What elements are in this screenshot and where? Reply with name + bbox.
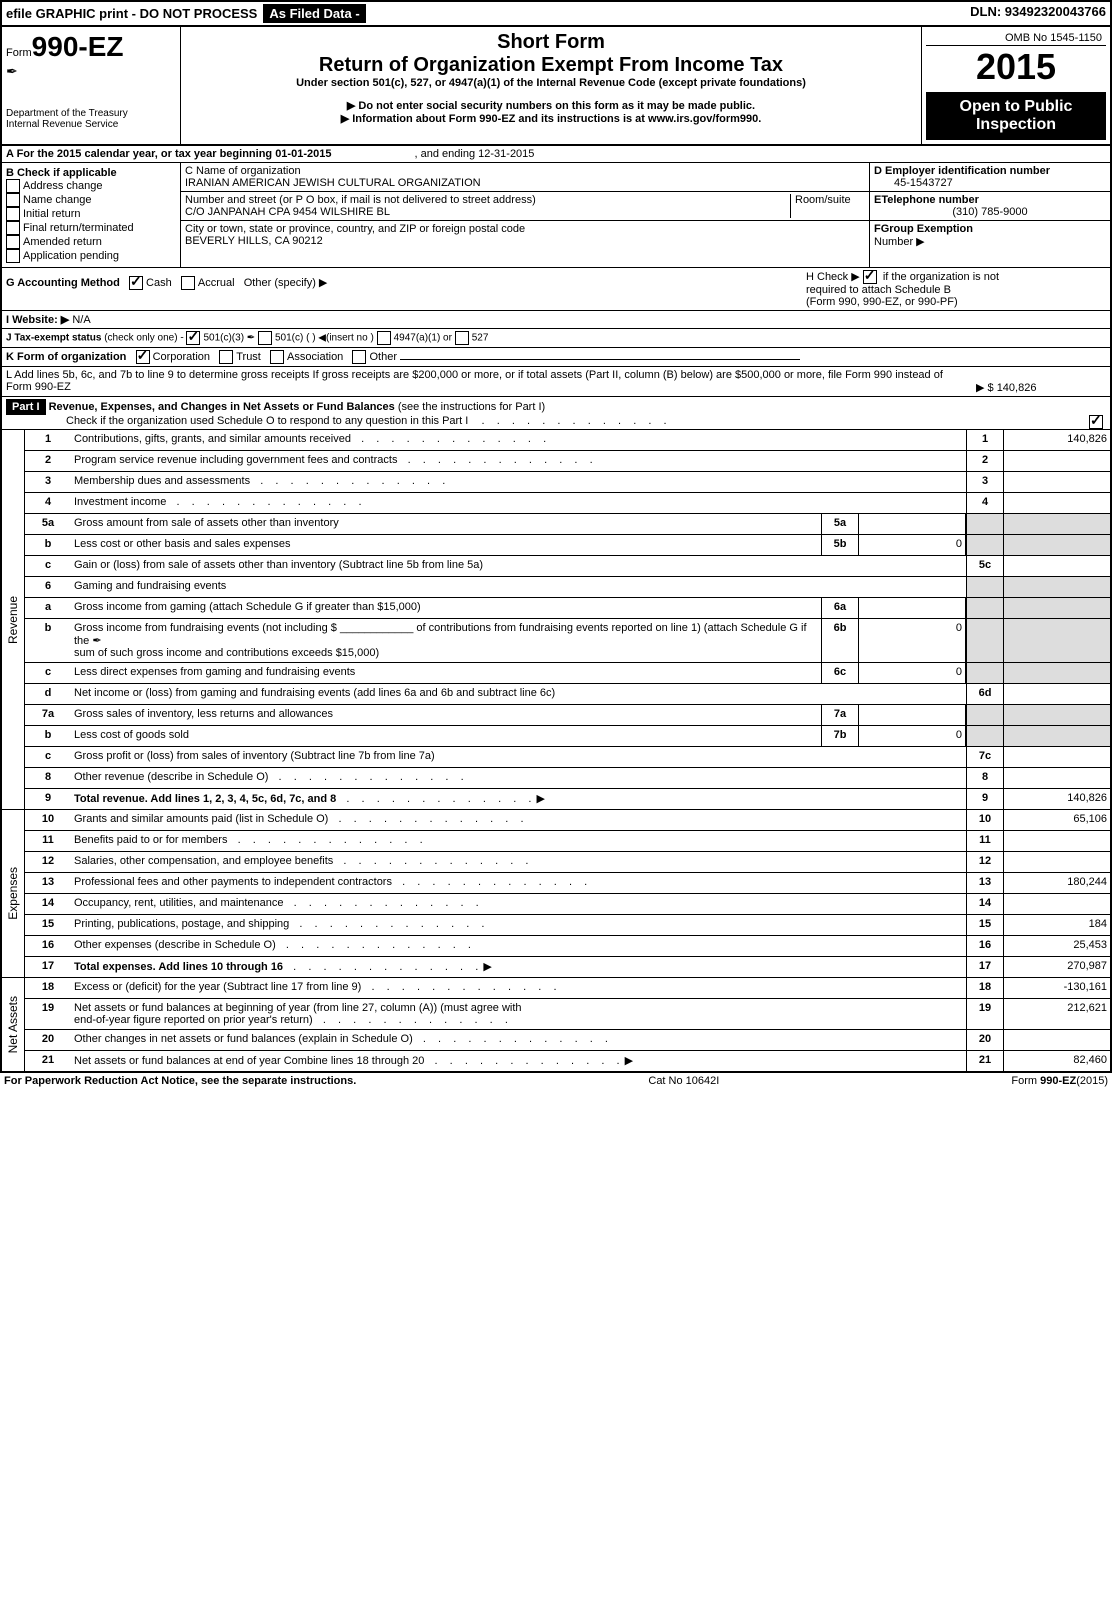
form-word: Form bbox=[6, 47, 32, 59]
section-a: A For the 2015 calendar year, or tax yea… bbox=[2, 146, 1110, 163]
section-i-label: I Website: ▶ bbox=[6, 314, 69, 326]
cb-corp[interactable] bbox=[136, 350, 150, 364]
cb-assoc[interactable] bbox=[270, 350, 284, 364]
form-footer: For Paperwork Reduction Act Notice, see … bbox=[0, 1073, 1112, 1089]
section-a-ending: , and ending 12-31-2015 bbox=[415, 148, 535, 160]
cb-501c[interactable] bbox=[258, 331, 272, 345]
section-j: J Tax-exempt status (check only one) - 5… bbox=[2, 329, 1110, 348]
website: N/A bbox=[72, 314, 90, 326]
form-header: Form990-EZ ✒ Department of the Treasury … bbox=[2, 27, 1110, 146]
section-j-label: J Tax-exempt status bbox=[6, 333, 101, 344]
cb-final[interactable] bbox=[6, 221, 20, 235]
section-l: L Add lines 5b, 6c, and 7b to line 9 to … bbox=[2, 367, 1110, 397]
cb-accrual[interactable] bbox=[181, 276, 195, 290]
cb-initial[interactable] bbox=[6, 207, 20, 221]
revenue-section: Revenue 1Contributions, gifts, grants, a… bbox=[2, 430, 1110, 810]
info-link: ▶ Information about Form 990-EZ and its … bbox=[189, 112, 913, 125]
paperwork-notice: For Paperwork Reduction Act Notice, see … bbox=[4, 1075, 356, 1087]
total-revenue: 140,826 bbox=[1004, 789, 1110, 809]
section-h-text3: required to attach Schedule B bbox=[806, 284, 951, 296]
section-k-label: K Form of organization bbox=[6, 351, 126, 363]
form-ref: Form 990-EZ(2015) bbox=[1011, 1075, 1108, 1087]
under-section: Under section 501(c), 527, or 4947(a)(1)… bbox=[189, 77, 913, 89]
part-i-title: Revenue, Expenses, and Changes in Net As… bbox=[49, 401, 395, 413]
dln: DLN: 93492320043766 bbox=[966, 2, 1110, 25]
section-a-label: A For the 2015 calendar year, or tax yea… bbox=[6, 148, 331, 160]
org-city: BEVERLY HILLS, CA 90212 bbox=[185, 235, 323, 247]
cb-address-change[interactable] bbox=[6, 179, 20, 193]
section-l-text: L Add lines 5b, 6c, and 7b to line 9 to … bbox=[6, 369, 943, 393]
ssn-warning: ▶ Do not enter social security numbers o… bbox=[189, 99, 913, 112]
section-h-text1: H Check ▶ bbox=[806, 271, 860, 283]
org-name: IRANIAN AMERICAN JEWISH CULTURAL ORGANIZ… bbox=[185, 177, 481, 189]
cb-527[interactable] bbox=[455, 331, 469, 345]
section-h-text2: if the organization is not bbox=[883, 271, 999, 283]
part-i-header: Part I Revenue, Expenses, and Changes in… bbox=[2, 397, 1110, 430]
cat-no: Cat No 10642I bbox=[648, 1075, 719, 1087]
top-bar: efile GRAPHIC print - DO NOT PROCESS As … bbox=[2, 2, 1110, 27]
omb-number: OMB No 1545-1150 bbox=[926, 31, 1106, 46]
open-to-public: Open to Public Inspection bbox=[926, 92, 1106, 140]
section-f-label: FGroup Exemption bbox=[874, 223, 973, 235]
return-title: Return of Organization Exempt From Incom… bbox=[189, 54, 913, 77]
cb-schedule-o[interactable] bbox=[1089, 415, 1103, 429]
cb-amended[interactable] bbox=[6, 235, 20, 249]
section-l-amount: ▶ $ 140,826 bbox=[976, 382, 1036, 394]
as-filed-tab: As Filed Data - bbox=[263, 4, 365, 23]
part-i-label: Part I bbox=[6, 399, 46, 415]
cb-pending[interactable] bbox=[6, 249, 20, 263]
room-suite: Room/suite bbox=[790, 194, 865, 218]
section-b-wrap: B Check if applicable Address change Nam… bbox=[2, 163, 1110, 268]
cb-4947[interactable] bbox=[377, 331, 391, 345]
revenue-label: Revenue bbox=[4, 592, 22, 648]
tax-year: 2015 bbox=[926, 46, 1106, 88]
cb-sched-b[interactable] bbox=[863, 270, 877, 284]
section-g-h: G Accounting Method Cash Accrual Other (… bbox=[2, 268, 1110, 311]
short-form-title: Short Form bbox=[189, 31, 913, 54]
expenses-label: Expenses bbox=[4, 863, 22, 924]
cb-trust[interactable] bbox=[219, 350, 233, 364]
section-k: K Form of organization Corporation Trust… bbox=[2, 348, 1110, 367]
net-assets-label: Net Assets bbox=[4, 992, 22, 1057]
cb-other-org[interactable] bbox=[352, 350, 366, 364]
phone: (310) 785-9000 bbox=[874, 206, 1106, 218]
ein: 45-1543727 bbox=[894, 177, 953, 189]
irs-label: Internal Revenue Service bbox=[6, 119, 176, 130]
section-f-number: Number ▶ bbox=[874, 236, 925, 248]
part-i-check: Check if the organization used Schedule … bbox=[66, 415, 468, 427]
dept-treasury: Department of the Treasury bbox=[6, 108, 176, 119]
cb-name-change[interactable] bbox=[6, 193, 20, 207]
org-address: C/O JANPANAH CPA 9454 WILSHIRE BL bbox=[185, 206, 390, 218]
line-1-amt: 140,826 bbox=[1004, 430, 1110, 450]
form-number: 990-EZ bbox=[32, 31, 124, 62]
efile-text: efile GRAPHIC print - DO NOT PROCESS bbox=[6, 6, 257, 21]
section-c-label: C Name of organization bbox=[185, 165, 301, 177]
section-e-label: ETelephone number bbox=[874, 194, 979, 206]
section-g-label: G Accounting Method bbox=[6, 277, 120, 289]
part-i-sub: (see the instructions for Part I) bbox=[398, 401, 545, 413]
form-990ez: efile GRAPHIC print - DO NOT PROCESS As … bbox=[0, 0, 1112, 1073]
city-label: City or town, state or province, country… bbox=[185, 223, 525, 235]
expenses-section: Expenses 10Grants and similar amounts pa… bbox=[2, 810, 1110, 978]
net-assets-end: 82,460 bbox=[1004, 1051, 1110, 1071]
section-b-label: B Check if applicable bbox=[6, 167, 117, 179]
section-d-label: D Employer identification number bbox=[874, 165, 1050, 177]
addr-label: Number and street (or P O box, if mail i… bbox=[185, 194, 536, 206]
total-expenses: 270,987 bbox=[1004, 957, 1110, 977]
cb-cash[interactable] bbox=[129, 276, 143, 290]
cb-501c3[interactable] bbox=[186, 331, 200, 345]
section-h-text4: (Form 990, 990-EZ, or 990-PF) bbox=[806, 296, 958, 308]
net-assets-section: Net Assets 18Excess or (deficit) for the… bbox=[2, 978, 1110, 1071]
section-i: I Website: ▶ N/A bbox=[2, 311, 1110, 329]
